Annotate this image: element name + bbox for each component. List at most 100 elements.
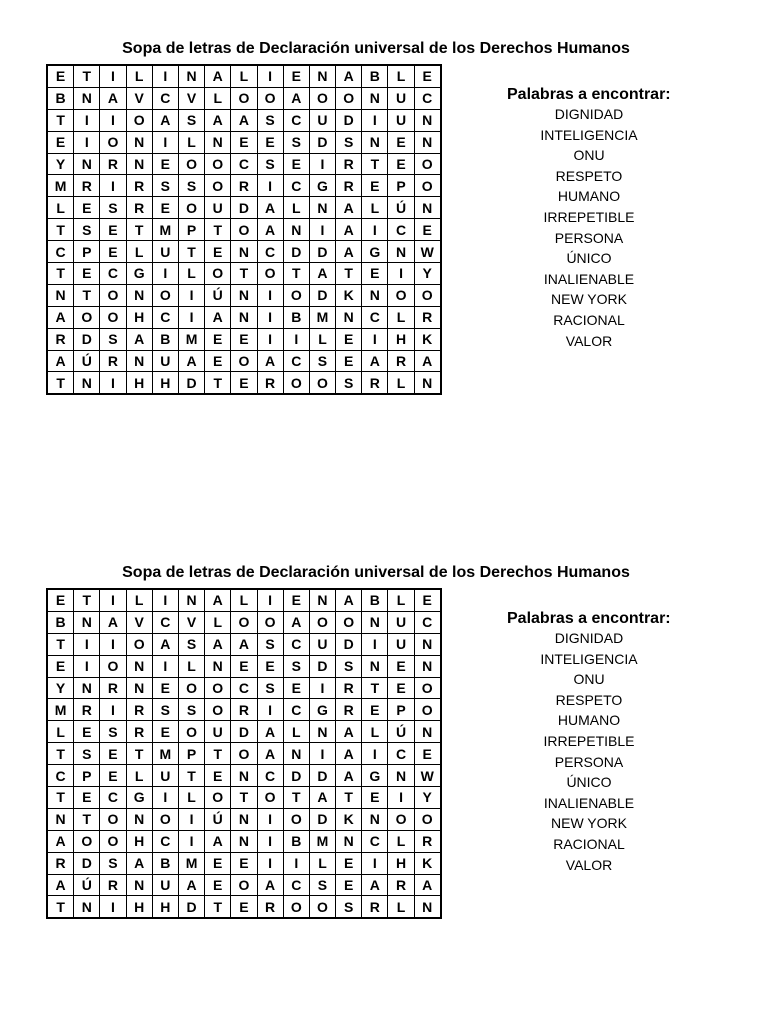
grid-cell: Ú [387,720,415,744]
grid-cell: N [73,895,101,919]
grid-cell: D [335,632,363,656]
word-item: INTELIGENCIA [540,650,638,667]
grid-cell: C [387,218,415,242]
grid-cell: A [125,851,153,875]
grid-cell: T [204,742,232,766]
grid-cell: N [413,130,442,154]
grid-cell: O [230,610,258,634]
grid-cell: E [151,196,179,220]
grid-cell: A [335,196,363,220]
grid-cell: A [204,108,232,132]
grid-cell: R [335,698,363,722]
grid-cell: N [335,829,363,853]
grid-cell: S [335,895,363,919]
word-item: PERSONA [554,753,624,770]
grid-cell: I [99,895,127,919]
grid-cell: A [46,829,75,853]
grid-cell: R [125,698,153,722]
grid-cell: S [282,654,310,678]
grid-cell: K [413,851,442,875]
grid-cell: Y [46,676,75,700]
grid-cell: C [151,610,179,634]
grid-cell: I [256,283,284,307]
grid-cell: U [151,349,179,373]
grid-cell: U [151,764,179,788]
grid-cell: O [230,742,258,766]
grid-cell: T [46,786,75,809]
grid-cell: A [99,610,127,634]
grid-cell: O [387,807,415,831]
grid-cell: L [308,851,337,875]
grid-cell: R [361,371,389,395]
grid-cell: H [125,305,153,329]
grid-cell: E [204,240,232,264]
grid-cell: I [282,327,310,351]
grid-cell: D [73,327,101,351]
grid-cell: I [256,64,284,88]
grid-cell: D [282,240,310,264]
grid-cell: N [230,283,258,307]
grid-cell: O [282,807,310,831]
grid-cell: O [125,632,153,656]
grid-cell: C [99,786,127,809]
grid-cell: C [256,764,284,788]
grid-cell: Y [413,786,442,809]
grid-cell: I [361,742,389,766]
grid-cell: I [99,588,127,612]
grid-cell: O [256,610,284,634]
grid-cell: A [151,632,179,656]
grid-cell: L [282,720,310,744]
grid-cell: S [99,327,127,351]
grid-cell: I [387,262,415,285]
grid-cell: D [308,654,337,678]
grid-cell: K [335,283,363,307]
grid-cell: T [73,64,101,88]
grid-cell: O [204,152,232,176]
grid-cell: N [125,676,153,700]
grid-cell: R [256,895,284,919]
grid-cell: O [308,895,337,919]
grid-cell: E [73,196,101,220]
grid-cell: N [335,305,363,329]
grid-cell: O [73,305,101,329]
word-item: DIGNIDAD [554,630,624,646]
grid-cell: N [73,152,101,176]
grid-cell: L [125,764,153,788]
grid-cell: W [413,240,442,264]
words-heading: Palabras a encontrar: [507,86,671,103]
grid-cell: S [282,130,310,154]
grid-cell: U [387,632,415,656]
grid-cell: A [361,349,389,373]
grid-cell: A [256,742,284,766]
grid-cell: I [282,851,310,875]
grid-cell: L [177,262,206,285]
grid-cell: O [125,108,153,132]
grid-cell: L [387,371,415,395]
grid-cell: Y [413,262,442,285]
grid-cell: R [46,327,75,351]
grid-cell: O [308,371,337,395]
grid-cell: T [361,676,389,700]
grid-cell: A [204,305,232,329]
grid-cell: A [204,588,232,612]
grid-cell: L [46,720,75,744]
grid-cell: H [125,371,153,395]
grid-cell: E [73,720,101,744]
grid-cell: H [125,895,153,919]
grid-cell: N [46,807,75,831]
grid-cell: N [361,130,389,154]
grid-cell: N [361,283,389,307]
grid-cell: E [413,218,442,242]
grid-cell: C [282,873,310,897]
grid-cell: C [46,240,75,264]
grid-cell: D [282,764,310,788]
grid-cell: R [387,873,415,897]
grid-cell: C [99,262,127,285]
